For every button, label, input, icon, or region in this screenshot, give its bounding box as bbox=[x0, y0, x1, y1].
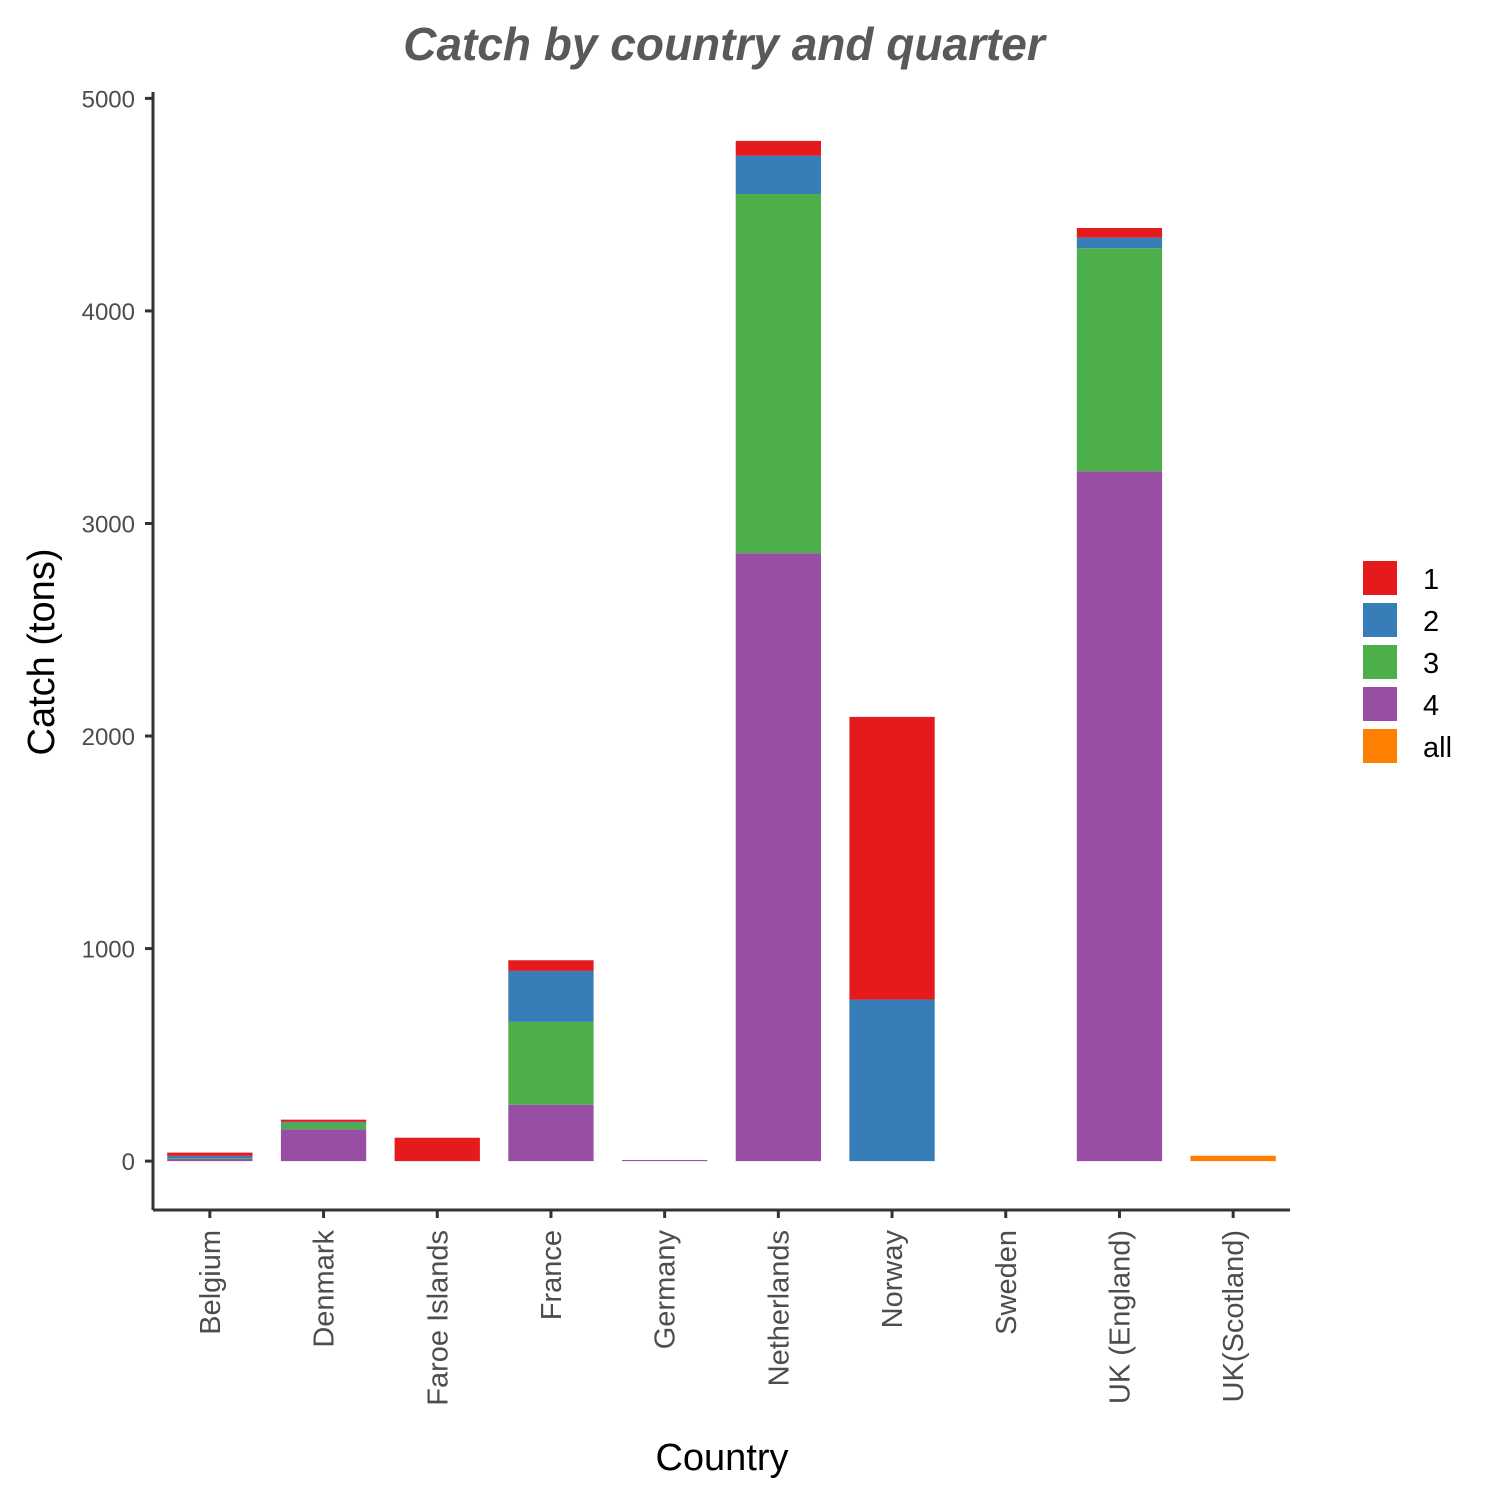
x-tick-label-france: France bbox=[536, 1230, 568, 1320]
bar-germany-q4 bbox=[622, 1160, 708, 1162]
x-tick-label-germany: Germany bbox=[650, 1230, 682, 1350]
bar-belgium-q4 bbox=[167, 1158, 253, 1162]
legend-label-4: 4 bbox=[1423, 690, 1439, 722]
y-tick-label: 5000 bbox=[82, 86, 135, 113]
y-axis-title: Catch (tons) bbox=[21, 549, 63, 756]
legend-key-1 bbox=[1361, 559, 1399, 597]
x-tick-label-netherlands: Netherlands bbox=[763, 1230, 795, 1386]
x-tick-label-denmark: Denmark bbox=[309, 1230, 341, 1348]
bar-norway-q1 bbox=[849, 716, 935, 1000]
bar-belgium-q2 bbox=[167, 1155, 253, 1159]
bar-faroe-islands-q1 bbox=[394, 1137, 480, 1162]
bar-france-q4 bbox=[508, 1104, 594, 1162]
bar-denmark-q3 bbox=[280, 1122, 367, 1130]
bars-layer bbox=[167, 140, 1276, 1162]
legend-key-all bbox=[1361, 727, 1399, 765]
legend-label-all: all bbox=[1423, 732, 1452, 764]
x-tick-label-norway: Norway bbox=[877, 1230, 909, 1329]
bar-norway-q2 bbox=[849, 999, 935, 1162]
bar-denmark-q2 bbox=[280, 1121, 367, 1123]
x-tick-label-faroe-islands: Faroe Islands bbox=[422, 1230, 454, 1406]
bar-france-q2 bbox=[508, 970, 594, 1022]
chart-title: Catch by country and quarter bbox=[403, 18, 1047, 70]
bar-belgium-q1 bbox=[167, 1152, 253, 1156]
bar-uk-england-q4 bbox=[1076, 471, 1163, 1162]
bar-uk-scotland-qall bbox=[1190, 1155, 1276, 1162]
bar-netherlands-q4 bbox=[735, 553, 821, 1162]
legend-label-2: 2 bbox=[1423, 606, 1439, 638]
legend-label-3: 3 bbox=[1423, 648, 1439, 680]
y-tick-label: 2000 bbox=[82, 724, 135, 751]
x-axis: Belgium Denmark Faroe Islands France Germany… bbox=[153, 1208, 1290, 1406]
legend-key-4 bbox=[1361, 685, 1399, 723]
bar-netherlands-q2 bbox=[735, 155, 821, 195]
x-tick-label-sweden: Sweden bbox=[991, 1230, 1023, 1335]
y-tick-label: 4000 bbox=[82, 299, 135, 326]
bar-france-q1 bbox=[508, 960, 594, 971]
bar-netherlands-q3 bbox=[735, 194, 821, 554]
y-tick-label: 3000 bbox=[82, 511, 135, 538]
legend: 1 2 3 4 all bbox=[1361, 559, 1452, 765]
bar-denmark-q1 bbox=[280, 1119, 367, 1122]
y-tick-label: 0 bbox=[122, 1149, 135, 1176]
x-tick-label-uk-england: UK (England) bbox=[1104, 1230, 1136, 1404]
bar-uk-england-q2 bbox=[1076, 237, 1163, 249]
bar-belgium-q3 bbox=[167, 1158, 253, 1159]
bar-netherlands-q1 bbox=[735, 140, 821, 156]
legend-key-3 bbox=[1361, 643, 1399, 681]
x-tick-label-uk-scotland: UK(Scotland) bbox=[1218, 1230, 1250, 1402]
y-tick-label: 1000 bbox=[82, 937, 135, 964]
y-axis: 0 1000 2000 3000 4000 5000 bbox=[82, 86, 155, 1210]
legend-key-2 bbox=[1361, 601, 1399, 639]
x-tick-label-belgium: Belgium bbox=[195, 1230, 227, 1335]
bar-denmark-q4 bbox=[280, 1129, 367, 1162]
bar-france-q3 bbox=[508, 1021, 594, 1105]
x-axis-title: Country bbox=[655, 1437, 788, 1479]
bar-uk-england-q1 bbox=[1076, 228, 1163, 238]
legend-label-1: 1 bbox=[1423, 564, 1439, 596]
bar-uk-england-q3 bbox=[1076, 248, 1163, 472]
